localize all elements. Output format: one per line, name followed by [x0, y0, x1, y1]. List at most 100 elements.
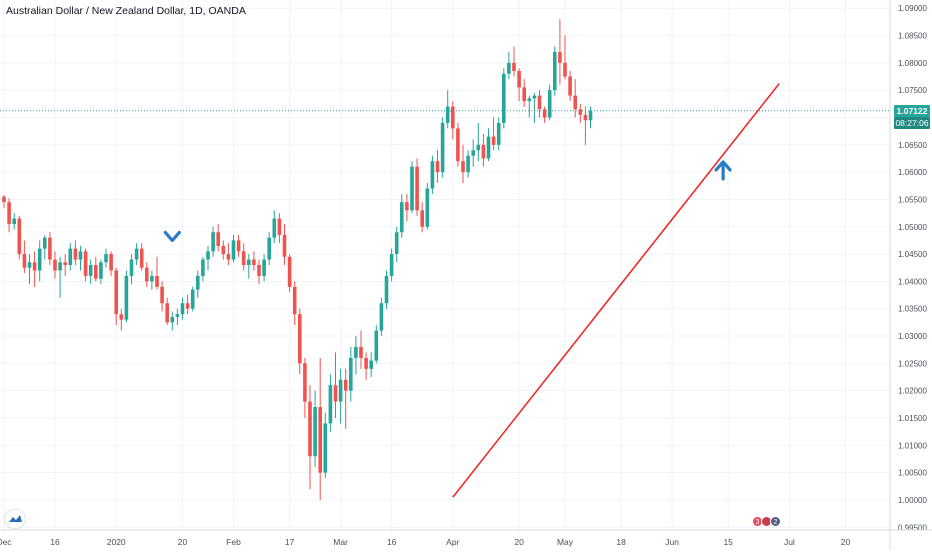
annotations: [163, 83, 780, 498]
candle-body: [241, 251, 246, 265]
candle-body: [349, 357, 353, 391]
candle: [415, 158, 419, 216]
candle-body: [466, 155, 470, 173]
candle: [129, 254, 134, 285]
candle: [532, 92, 537, 123]
candle: [323, 412, 328, 479]
candle-body: [78, 251, 83, 260]
time-axis[interactable]: Dec16202020Feb17Mar16Apr20May18Jun15Jul2…: [0, 529, 932, 547]
candle-body: [262, 259, 266, 276]
x-tick-label: 20: [841, 537, 851, 547]
candle-body: [190, 289, 195, 309]
candle: [78, 245, 83, 271]
candle-body: [338, 379, 343, 402]
candle: [481, 133, 486, 167]
candle-body: [124, 275, 129, 320]
candle-body: [58, 262, 62, 271]
candle: [430, 155, 435, 194]
y-tick-label: 1.02000: [898, 387, 927, 396]
candle: [2, 195, 6, 208]
candle-body: [410, 166, 414, 211]
candle: [292, 281, 297, 326]
candle-body: [139, 248, 144, 268]
candle-body: [175, 314, 180, 317]
candle-body: [522, 87, 526, 102]
x-tick-label: 2020: [107, 537, 126, 547]
candle-body: [109, 254, 113, 271]
event-marker[interactable]: 2: [770, 516, 781, 527]
candle: [410, 161, 414, 214]
candle: [94, 256, 98, 282]
candle-body: [502, 73, 506, 123]
candle: [369, 352, 373, 378]
candle: [134, 243, 139, 265]
candle: [68, 243, 73, 271]
candle: [394, 226, 399, 263]
candle: [343, 368, 348, 429]
candle-body: [231, 240, 236, 260]
candle-body: [588, 110, 593, 121]
candle: [190, 286, 195, 312]
candle-body: [53, 259, 57, 271]
candle: [139, 243, 144, 271]
candle-body: [425, 188, 430, 227]
candle-body: [277, 218, 282, 235]
candle-body: [400, 202, 404, 233]
candle: [99, 259, 103, 285]
candle: [466, 150, 470, 178]
candle: [303, 357, 307, 418]
candle-body: [68, 248, 73, 265]
candle-body: [379, 303, 384, 331]
candle: [124, 270, 129, 323]
candle-body: [364, 357, 368, 369]
y-tick-label: 1.09000: [898, 4, 927, 13]
candle-body: [292, 286, 297, 315]
candle-body: [88, 265, 93, 276]
candle-body: [221, 245, 226, 255]
last-price-tag: 1.07122: [894, 104, 930, 117]
y-tick-label: 1.05500: [898, 195, 927, 204]
candle-body: [298, 314, 302, 364]
candle-body: [517, 71, 521, 88]
candle-body: [573, 95, 577, 110]
candle: [456, 122, 460, 167]
candle: [37, 240, 42, 282]
candle: [185, 295, 190, 315]
candle-body: [486, 136, 491, 159]
y-tick-label: 1.02500: [898, 359, 927, 368]
candle: [374, 325, 379, 364]
candle: [287, 254, 292, 293]
candle-body: [435, 161, 440, 173]
tradingview-logo-button[interactable]: [5, 510, 25, 528]
y-tick-label: 1.00000: [898, 496, 927, 505]
candle: [109, 251, 113, 276]
candle-body: [496, 122, 501, 145]
candle-body: [236, 240, 241, 252]
y-tick-label: 1.01000: [898, 441, 927, 450]
candle-body: [12, 218, 16, 225]
candle: [267, 232, 271, 265]
candle-body: [420, 210, 424, 227]
candle: [379, 297, 384, 337]
candle-body: [7, 202, 11, 225]
candle-body: [512, 62, 516, 72]
candle: [389, 248, 394, 282]
candle-body: [27, 262, 32, 268]
candle: [272, 210, 277, 244]
x-tick-label: 16: [387, 537, 397, 547]
candle-body: [185, 303, 190, 309]
candle: [440, 117, 445, 178]
candle: [349, 346, 353, 402]
candle: [119, 308, 124, 331]
candle: [507, 51, 511, 80]
price-axis[interactable]: 1.090001.085001.080001.075001.070001.065…: [889, 0, 927, 550]
candle: [333, 352, 338, 418]
candle: [104, 248, 108, 268]
candle-body: [359, 346, 363, 358]
candle: [496, 117, 501, 151]
candle: [313, 390, 317, 468]
candle: [537, 90, 542, 118]
